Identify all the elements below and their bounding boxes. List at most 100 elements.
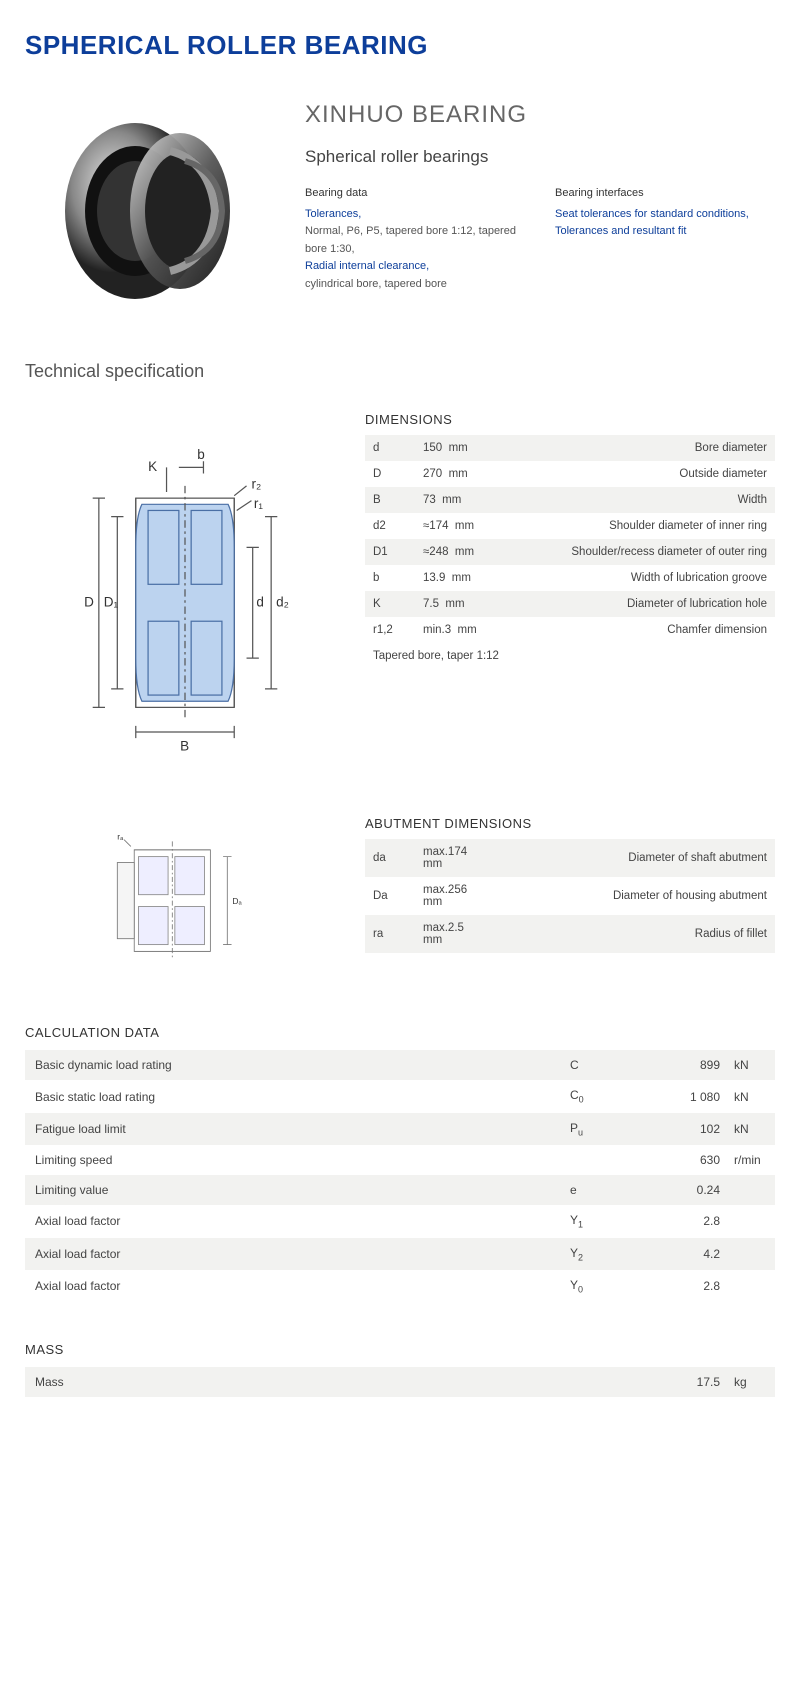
bearing-data-text2: cylindrical bore, tapered bore [305,276,525,294]
table-row: Axial load factor Y2 4.2 [25,1238,775,1270]
dim-value: 150 mm [415,435,490,461]
dim-desc: Bore diameter [490,435,775,461]
calc-label: Axial load factor [25,1238,560,1270]
table-row: d2 ≈174 mm Shoulder diameter of inner ri… [365,513,775,539]
svg-text:r₁: r₁ [254,496,264,511]
dim-value: 7.5 mm [415,591,490,617]
mass-value: 17.5 [640,1367,730,1397]
dim-value: ≈248 mm [415,539,490,565]
calc-symbol: e [560,1175,640,1205]
bearing-interfaces-column: Bearing interfaces Seat tolerances for s… [555,185,775,294]
brand-name: XINHUO BEARING [305,101,775,129]
dim-symbol: b [365,565,415,591]
calc-unit: r/min [730,1145,775,1175]
tolerances-fit-link[interactable]: Tolerances and resultant fit [555,223,775,241]
tolerances-link[interactable]: Tolerances, [305,206,525,224]
calculation-header: CALCULATION DATA [25,1025,775,1040]
abutment-header: ABUTMENT DIMENSIONS [365,816,775,831]
dim-value: 270 mm [415,461,490,487]
calc-label: Basic static load rating [25,1080,560,1112]
abut-value: max.174mm [415,839,490,877]
table-row: Fatigue load limit Pu 102 kN [25,1113,775,1145]
svg-text:Dₐ: Dₐ [232,896,242,906]
dim-desc: Width [490,487,775,513]
calc-symbol: Y2 [560,1238,640,1270]
dim-desc: Outside diameter [490,461,775,487]
calc-label: Limiting value [25,1175,560,1205]
table-row: b 13.9 mm Width of lubrication groove [365,565,775,591]
svg-text:B: B [180,738,189,753]
mass-table: Mass 17.5 kg [25,1367,775,1397]
table-row: d 150 mm Bore diameter [365,435,775,461]
calc-value: 2.8 [640,1205,730,1237]
dim-symbol: r1,2 [365,617,415,643]
table-row: Limiting speed 630 r/min [25,1145,775,1175]
abut-desc: Diameter of shaft abutment [490,839,775,877]
dim-value: min.3 mm [415,617,490,643]
calc-unit [730,1175,775,1205]
calculation-table: Basic dynamic load rating C 899 kNBasic … [25,1050,775,1302]
table-row: Axial load factor Y1 2.8 [25,1205,775,1237]
svg-text:r₂: r₂ [251,476,261,491]
abut-value: max.256mm [415,877,490,915]
calc-unit: kN [730,1113,775,1145]
abut-symbol: Da [365,877,415,915]
calc-label: Limiting speed [25,1145,560,1175]
hero-section: XINHUO BEARING Spherical roller bearings… [25,101,775,321]
calc-label: Axial load factor [25,1205,560,1237]
table-row: D1 ≈248 mm Shoulder/recess diameter of o… [365,539,775,565]
bearing-data-text: Normal, P6, P5, tapered bore 1:12, taper… [305,223,525,258]
dim-symbol: K [365,591,415,617]
abutment-table: da max.174mm Diameter of shaft abutmentD… [365,839,775,953]
calc-value: 0.24 [640,1175,730,1205]
svg-text:K: K [148,459,157,474]
svg-text:d₂: d₂ [276,594,289,609]
dim-symbol: d2 [365,513,415,539]
table-row: Basic static load rating C0 1 080 kN [25,1080,775,1112]
calc-unit [730,1238,775,1270]
abutment-diagram: rₐ Dₐ [25,816,345,985]
calc-symbol: Y1 [560,1205,640,1237]
calc-label: Fatigue load limit [25,1113,560,1145]
calc-value: 1 080 [640,1080,730,1112]
dim-desc: Width of lubrication groove [490,565,775,591]
table-row: K 7.5 mm Diameter of lubrication hole [365,591,775,617]
mass-header: MASS [25,1342,775,1357]
radial-clearance-link[interactable]: Radial internal clearance, [305,258,525,276]
calc-unit: kN [730,1080,775,1112]
dim-symbol: D [365,461,415,487]
table-row: Da max.256mm Diameter of housing abutmen… [365,877,775,915]
calc-value: 102 [640,1113,730,1145]
svg-text:d: d [256,594,264,609]
dim-symbol: d [365,435,415,461]
calc-symbol: Y0 [560,1270,640,1302]
calc-unit [730,1270,775,1302]
dim-note: Tapered bore, taper 1:12 [365,643,775,669]
calc-label: Basic dynamic load rating [25,1050,560,1080]
calc-value: 899 [640,1050,730,1080]
table-row: Axial load factor Y0 2.8 [25,1270,775,1302]
calc-value: 4.2 [640,1238,730,1270]
bearing-data-column: Bearing data Tolerances, Normal, P6, P5,… [305,185,525,294]
bearing-interfaces-header: Bearing interfaces [555,185,775,203]
dim-value: 13.9 mm [415,565,490,591]
mass-label: Mass [25,1367,560,1397]
table-row: Basic dynamic load rating C 899 kN [25,1050,775,1080]
calc-symbol [560,1145,640,1175]
table-row: da max.174mm Diameter of shaft abutment [365,839,775,877]
abut-value: max.2.5mm [415,915,490,953]
table-row: B 73 mm Width [365,487,775,513]
dim-symbol: D1 [365,539,415,565]
product-subtitle: Spherical roller bearings [305,147,775,167]
abut-symbol: ra [365,915,415,953]
seat-tolerances-link[interactable]: Seat tolerances for standard conditions, [555,206,775,224]
svg-text:D: D [84,594,94,609]
table-row: Limiting value e 0.24 [25,1175,775,1205]
table-row: Tapered bore, taper 1:12 [365,643,775,669]
dimensions-header: DIMENSIONS [365,412,775,427]
dimensions-diagram: D D₁ d d₂ B K b r₂ r₁ [25,412,345,781]
bearing-data-header: Bearing data [305,185,525,203]
table-row: D 270 mm Outside diameter [365,461,775,487]
svg-text:rₐ: rₐ [117,832,124,842]
calc-label: Axial load factor [25,1270,560,1302]
